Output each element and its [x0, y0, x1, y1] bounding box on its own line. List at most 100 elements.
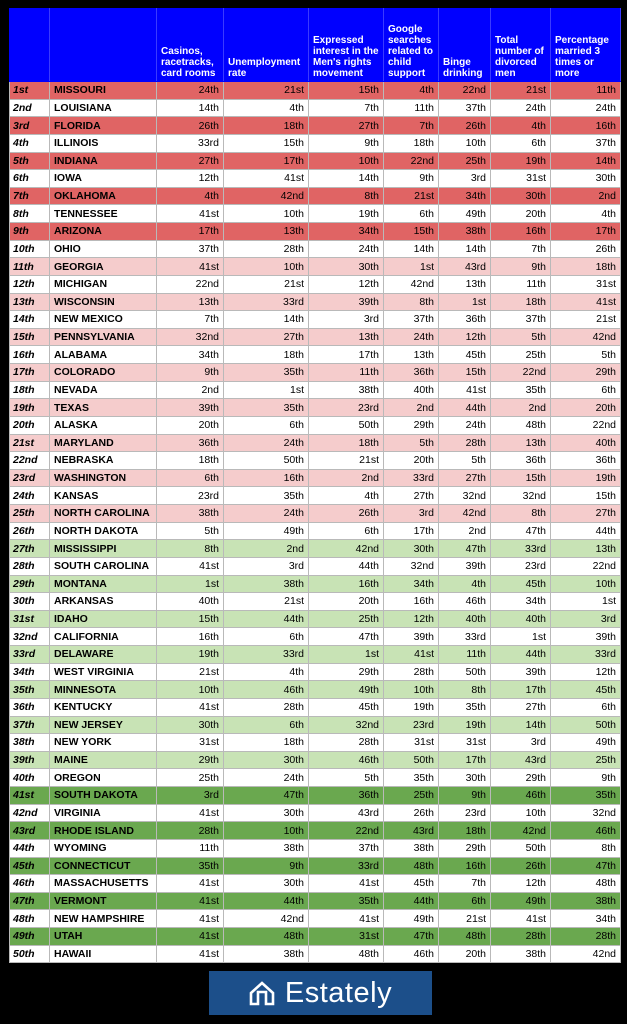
state-cell: NORTH DAKOTA: [49, 521, 157, 541]
state-cell: CONNECTICUT: [49, 856, 157, 876]
divorced-men-cell: 10th: [490, 803, 551, 823]
state-cell: MAINE: [49, 750, 157, 770]
table-row: 9th ARIZONA 17th 13th 34th 15th 38th 16th 17th: [9, 222, 621, 241]
binge-drinking-cell: 37th: [438, 98, 491, 118]
divorced-men-cell: 17th: [490, 680, 551, 699]
state-cell: NEW JERSEY: [49, 715, 157, 735]
rank-cell: 43rd: [9, 821, 50, 840]
casinos-cell: 2nd: [156, 380, 224, 400]
child-support-cell: 14th: [383, 239, 439, 259]
married-3-times-cell: 6th: [550, 697, 621, 717]
married-3-times-cell: 24th: [550, 98, 621, 118]
binge-drinking-cell: 4th: [438, 574, 491, 594]
divorced-men-cell: 32nd: [490, 486, 551, 505]
mens-rights-cell: 38th: [308, 380, 384, 400]
table-row: 31st IDAHO 15th 44th 25th 12th 40th 40th 3rd: [9, 609, 621, 629]
rank-cell: 34th: [9, 662, 50, 682]
mens-rights-cell: 34th: [308, 222, 384, 241]
mens-rights-cell: 4th: [308, 486, 384, 505]
casinos-cell: 32nd: [156, 327, 224, 347]
casinos-cell: 16th: [156, 627, 224, 646]
unemployment-cell: 35th: [223, 363, 309, 382]
table-row: 24th KANSAS 23rd 35th 4th 27th 32nd 32nd 15th: [9, 486, 621, 505]
house-icon: [249, 981, 275, 1006]
child-support-cell: 23rd: [383, 715, 439, 735]
child-support-cell: 35th: [383, 768, 439, 787]
table-row: 30th ARKANSAS 40th 21st 20th 16th 46th 34th 1st: [9, 592, 621, 611]
header-unemployment: Unemployment rate: [223, 8, 309, 82]
child-support-cell: 44th: [383, 891, 439, 911]
divorced-men-cell: 19th: [490, 151, 551, 171]
rank-cell: 21st: [9, 433, 50, 453]
state-cell: MASSACHUSETTS: [49, 874, 157, 893]
state-cell: WASHINGTON: [49, 468, 157, 488]
binge-drinking-cell: 24th: [438, 415, 491, 435]
binge-drinking-cell: 20th: [438, 944, 491, 964]
child-support-cell: 20th: [383, 451, 439, 470]
state-cell: TEXAS: [49, 398, 157, 417]
table-row: 39th MAINE 29th 30th 46th 50th 17th 43rd 25th: [9, 750, 621, 770]
casinos-cell: 41st: [156, 944, 224, 964]
header-row: Casinos, racetracks, card rooms Unemploy…: [9, 8, 621, 82]
child-support-cell: 42nd: [383, 274, 439, 294]
mens-rights-cell: 46th: [308, 750, 384, 770]
state-cell: IDAHO: [49, 609, 157, 629]
unemployment-cell: 18th: [223, 345, 309, 364]
rank-cell: 13th: [9, 292, 50, 312]
table-row: 16th ALABAMA 34th 18th 17th 13th 45th 25th 5th: [9, 345, 621, 364]
casinos-cell: 19th: [156, 645, 224, 664]
mens-rights-cell: 19th: [308, 204, 384, 223]
mens-rights-cell: 2nd: [308, 468, 384, 488]
mens-rights-cell: 3rd: [308, 310, 384, 329]
divorced-men-cell: 16th: [490, 222, 551, 241]
casinos-cell: 28th: [156, 821, 224, 840]
binge-drinking-cell: 29th: [438, 838, 491, 858]
rank-cell: 1st: [9, 81, 50, 100]
child-support-cell: 21st: [383, 186, 439, 206]
binge-drinking-cell: 21st: [438, 909, 491, 928]
binge-drinking-cell: 32nd: [438, 486, 491, 505]
married-3-times-cell: 26th: [550, 239, 621, 259]
state-cell: NEW HAMPSHIRE: [49, 909, 157, 928]
binge-drinking-cell: 49th: [438, 204, 491, 223]
mens-rights-cell: 35th: [308, 891, 384, 911]
married-3-times-cell: 36th: [550, 451, 621, 470]
mens-rights-cell: 29th: [308, 662, 384, 682]
state-cell: SOUTH DAKOTA: [49, 786, 157, 805]
mens-rights-cell: 42nd: [308, 539, 384, 558]
mens-rights-cell: 14th: [308, 169, 384, 188]
married-3-times-cell: 46th: [550, 821, 621, 840]
child-support-cell: 12th: [383, 609, 439, 629]
binge-drinking-cell: 35th: [438, 697, 491, 717]
divorced-men-cell: 28th: [490, 927, 551, 946]
unemployment-cell: 35th: [223, 486, 309, 505]
divorced-men-cell: 1st: [490, 627, 551, 646]
mens-rights-cell: 15th: [308, 81, 384, 100]
married-3-times-cell: 49th: [550, 733, 621, 752]
divorced-men-cell: 36th: [490, 451, 551, 470]
casinos-cell: 37th: [156, 239, 224, 259]
married-3-times-cell: 13th: [550, 539, 621, 558]
binge-drinking-cell: 6th: [438, 891, 491, 911]
divorced-men-cell: 13th: [490, 433, 551, 453]
unemployment-cell: 16th: [223, 468, 309, 488]
rank-cell: 14th: [9, 310, 50, 329]
divorced-men-cell: 42nd: [490, 821, 551, 840]
divorced-men-cell: 14th: [490, 715, 551, 735]
rank-cell: 35th: [9, 680, 50, 699]
child-support-cell: 3rd: [383, 504, 439, 523]
casinos-cell: 22nd: [156, 274, 224, 294]
state-cell: DELAWARE: [49, 645, 157, 664]
married-3-times-cell: 1st: [550, 592, 621, 611]
rank-cell: 25th: [9, 504, 50, 523]
binge-drinking-cell: 40th: [438, 609, 491, 629]
unemployment-cell: 24th: [223, 768, 309, 787]
casinos-cell: 33rd: [156, 133, 224, 153]
table-row: 37th NEW JERSEY 30th 6th 32nd 23rd 19th 14th 50t…: [9, 715, 621, 735]
child-support-cell: 34th: [383, 574, 439, 594]
unemployment-cell: 10th: [223, 204, 309, 223]
binge-drinking-cell: 33rd: [438, 627, 491, 646]
rank-cell: 12th: [9, 274, 50, 294]
binge-drinking-cell: 41st: [438, 380, 491, 400]
state-cell: RHODE ISLAND: [49, 821, 157, 840]
